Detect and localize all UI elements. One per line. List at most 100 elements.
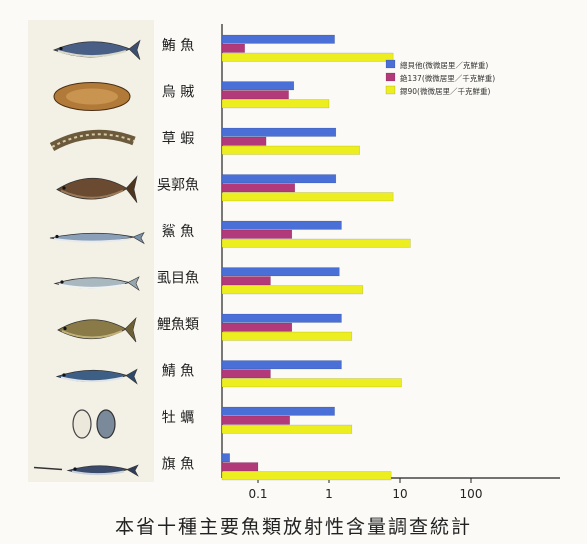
legend-label: 銫137(微微居里／千克鮮重) bbox=[400, 73, 495, 83]
bar bbox=[221, 43, 245, 53]
shrimp-stripes bbox=[51, 133, 135, 148]
bar bbox=[221, 453, 230, 463]
category-group: 吳郭魚 bbox=[157, 174, 394, 202]
fish-tail bbox=[128, 39, 141, 60]
category-group: 鯊 魚 bbox=[162, 220, 411, 248]
bar bbox=[221, 34, 335, 44]
fish-tail bbox=[132, 232, 145, 245]
bar bbox=[221, 322, 293, 332]
milkfish-icon bbox=[53, 276, 140, 291]
category-label: 虱目魚 bbox=[157, 271, 199, 287]
fish-eye bbox=[73, 467, 77, 471]
squid-mantle bbox=[66, 88, 118, 105]
category-group: 烏 賊 bbox=[162, 81, 330, 109]
bar bbox=[221, 174, 337, 184]
bar bbox=[221, 81, 295, 91]
fish-belly bbox=[60, 189, 124, 199]
bar bbox=[221, 127, 337, 137]
swordfish-body bbox=[66, 464, 139, 477]
oyster-shell bbox=[72, 409, 92, 439]
bar bbox=[221, 424, 353, 434]
fish-eye bbox=[62, 373, 66, 377]
category-group: 旗 魚 bbox=[162, 453, 392, 481]
bar bbox=[221, 415, 290, 425]
category-group: 虱目魚 bbox=[157, 267, 364, 295]
bar bbox=[221, 229, 293, 239]
tuna-icon bbox=[52, 39, 141, 60]
category-label: 草 蝦 bbox=[162, 131, 194, 147]
fish-eye bbox=[60, 280, 64, 284]
oyster-icon bbox=[72, 409, 116, 439]
bar bbox=[221, 220, 342, 230]
fish-tail bbox=[126, 464, 139, 477]
bar bbox=[221, 276, 271, 286]
legend-swatch bbox=[385, 85, 396, 95]
category-group: 草 蝦 bbox=[162, 127, 360, 155]
x-tick-label: 0.1 bbox=[248, 487, 267, 501]
bar bbox=[221, 145, 360, 155]
mackerel-icon bbox=[55, 368, 138, 385]
bar bbox=[221, 192, 394, 202]
category-label: 鮪 魚 bbox=[162, 38, 194, 54]
carp-icon bbox=[57, 317, 137, 343]
fish-belly bbox=[61, 330, 123, 339]
category-group: 牡 蠣 bbox=[162, 406, 353, 434]
x-tick-label: 100 bbox=[460, 487, 483, 501]
fish-eye bbox=[63, 326, 67, 331]
legend: 總貝他(微微居里／克鮮重) 銫137(微微居里／千克鮮重) 鍶90(微微居里／千克鮮… bbox=[385, 59, 495, 96]
category-label: 鯖 魚 bbox=[162, 364, 194, 380]
category-group: 鯖 魚 bbox=[162, 360, 402, 388]
x-tick-label: 1 bbox=[325, 487, 333, 501]
bar bbox=[221, 285, 364, 295]
legend-label: 總貝他(微微居里／克鮮重) bbox=[400, 60, 488, 70]
legend-swatch bbox=[385, 72, 396, 82]
bar bbox=[221, 406, 335, 416]
shark-icon bbox=[49, 232, 145, 245]
bar bbox=[221, 52, 394, 62]
category-label: 烏 賊 bbox=[162, 84, 194, 101]
fish-eye bbox=[59, 46, 63, 51]
fish-eye bbox=[55, 234, 59, 239]
bar bbox=[221, 99, 330, 109]
squid-icon bbox=[53, 82, 131, 111]
category-label: 鯊 魚 bbox=[162, 224, 194, 240]
category-group: 鯉魚類 bbox=[157, 313, 353, 341]
bar bbox=[221, 369, 271, 379]
fish-tail bbox=[125, 175, 138, 203]
category-label: 鯉魚類 bbox=[157, 317, 199, 333]
fish-tail bbox=[127, 276, 140, 291]
fish-belly bbox=[58, 283, 126, 289]
bar bbox=[221, 136, 267, 146]
fish-belly bbox=[53, 238, 131, 243]
chart-title: 本省十種主要魚類放射性含量調查統計 bbox=[114, 516, 472, 538]
swordfish-bill bbox=[33, 466, 63, 471]
oyster-shell bbox=[96, 409, 116, 439]
category-group: 鮪 魚 bbox=[162, 34, 394, 62]
shrimp-icon bbox=[49, 129, 136, 151]
legend-label: 鍶90(微微居里／千克鮮重) bbox=[400, 86, 490, 96]
category-label: 吳郭魚 bbox=[157, 177, 199, 194]
bar bbox=[221, 378, 402, 388]
fish-belly bbox=[60, 376, 124, 383]
bar bbox=[221, 238, 411, 248]
fish-eye bbox=[62, 186, 66, 190]
bar bbox=[221, 313, 342, 323]
x-tick-label: 10 bbox=[392, 487, 407, 501]
fish-tail bbox=[125, 368, 138, 385]
bar bbox=[221, 331, 353, 341]
legend-swatch bbox=[385, 59, 396, 69]
bar bbox=[221, 462, 259, 472]
fish-tail bbox=[124, 317, 137, 343]
category-label: 牡 蠣 bbox=[162, 410, 194, 426]
swordfish-icon bbox=[33, 466, 63, 471]
bar bbox=[221, 183, 296, 193]
bar bbox=[221, 360, 342, 370]
bar bbox=[221, 471, 392, 481]
tilapia-icon bbox=[56, 175, 138, 203]
bar bbox=[221, 267, 340, 277]
fish-belly bbox=[71, 470, 125, 476]
category-label: 旗 魚 bbox=[162, 457, 194, 473]
bar bbox=[221, 90, 289, 100]
fish-belly bbox=[57, 50, 127, 58]
